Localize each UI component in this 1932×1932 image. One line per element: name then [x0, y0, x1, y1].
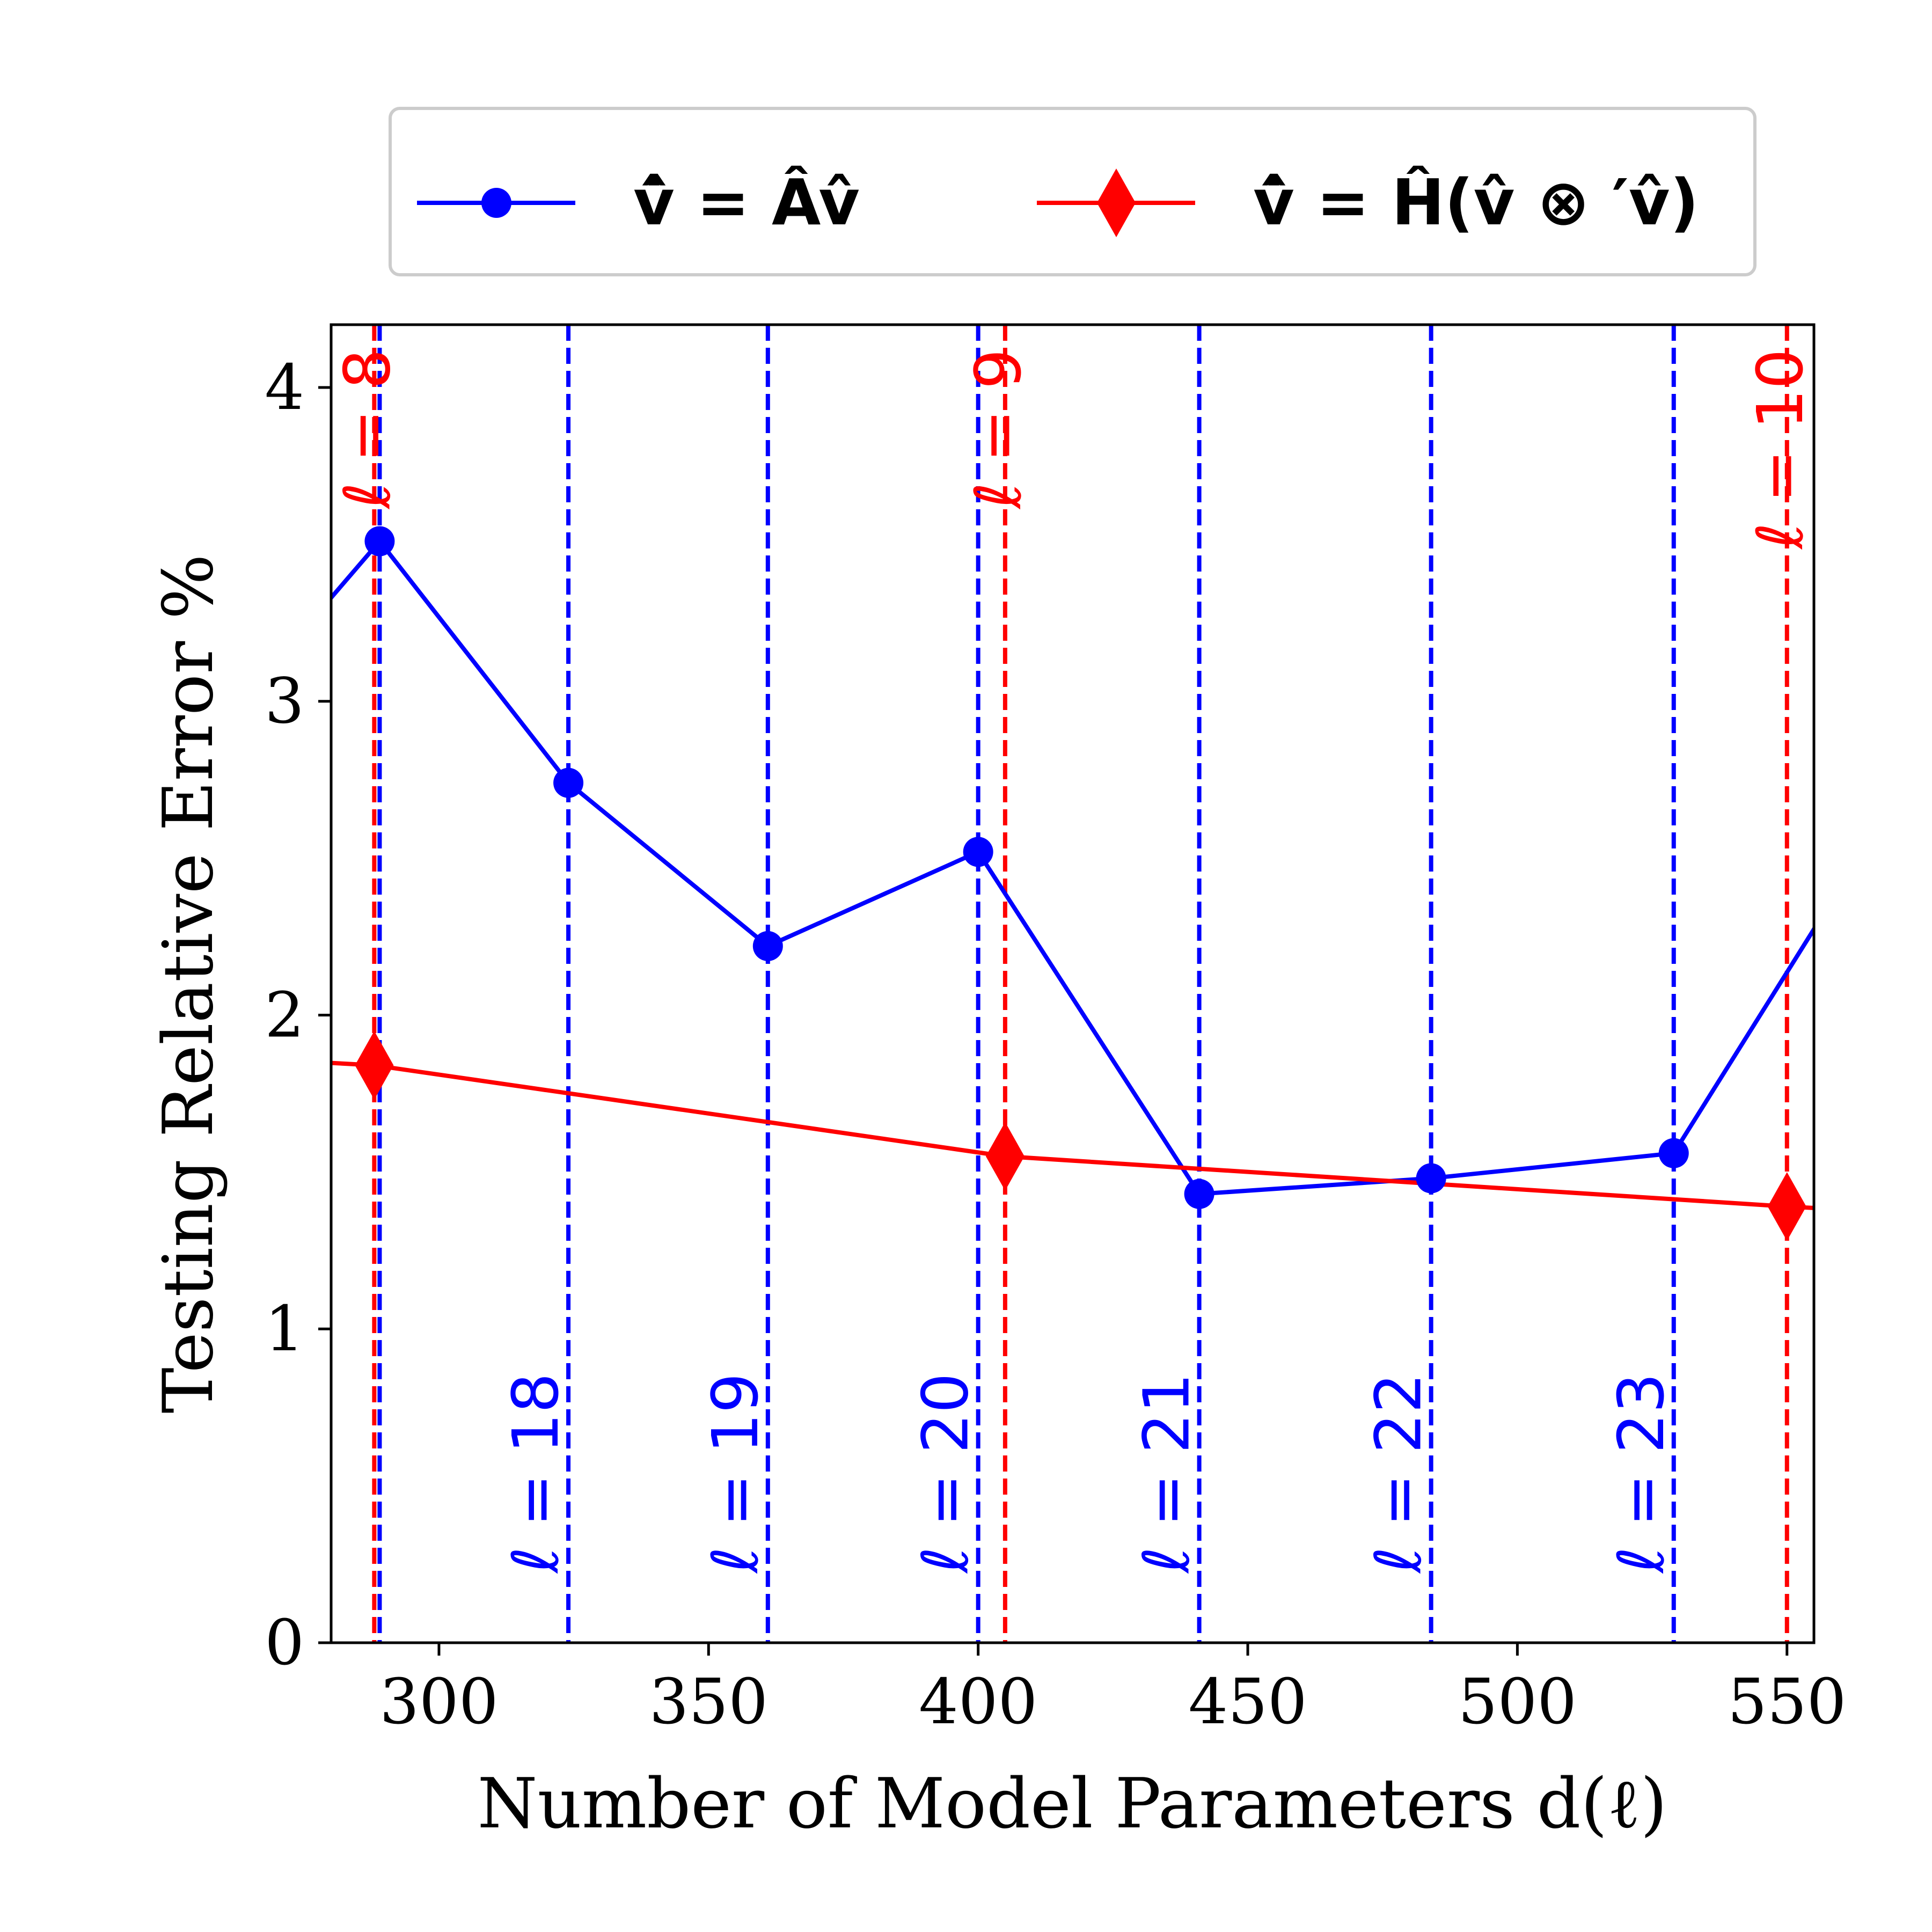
x-tick-label: 450 [1188, 1666, 1307, 1738]
point-circle [1658, 1138, 1689, 1168]
vline-label: ℓ = 23 [1604, 1373, 1678, 1574]
y-tick-label: 3 [265, 665, 304, 738]
vline-label: ℓ = 18 [499, 1373, 573, 1574]
vline-label: ℓ = 22 [1362, 1373, 1436, 1574]
vline-label: ℓ = 9 [961, 349, 1035, 510]
y-tick-label: 0 [265, 1607, 304, 1679]
point-circle [1416, 1163, 1446, 1194]
legend-label-linear: v̇̂ = Âv̂ [633, 165, 860, 239]
vline-label: ℓ = 8 [330, 349, 404, 510]
y-tick-label: 4 [265, 352, 304, 424]
legend-marker-circle [481, 188, 511, 218]
legend-entry-linear: v̇̂ = Âv̂ [417, 165, 860, 239]
x-tick-label: 350 [649, 1666, 768, 1738]
y-tick-label: 1 [265, 1293, 304, 1365]
legend-label-quadratic: v̇̂ = Ĥ(v̂ ⊗ ′v̂) [1253, 165, 1699, 239]
x-tick-label: 300 [379, 1666, 498, 1738]
x-tick-label: 550 [1728, 1666, 1846, 1738]
vertical-line-labels: ℓ = 8 ℓ = 9 ℓ = 10 ℓ = 18 ℓ = 19 ℓ = 20 ℓ = 21… [330, 349, 1817, 1574]
point-diamond [355, 1031, 394, 1100]
y-axis-title: Testing Relative Error % [149, 554, 229, 1413]
y-tick-label: 2 [265, 979, 304, 1051]
series-markers [355, 526, 1806, 1241]
axis-ticks: 300 350 400 450 500 550 0 1 2 3 4 [265, 352, 1846, 1738]
point-diamond [1767, 1172, 1806, 1241]
vline-label: ℓ = 19 [698, 1373, 772, 1574]
point-circle [752, 931, 783, 961]
plot-frame [330, 323, 1816, 1644]
x-axis-title: Number of Model Parameters d(ℓ) [477, 1764, 1667, 1844]
legend-frame [389, 107, 1757, 276]
legend-marker-diamond [1097, 169, 1136, 237]
point-circle [553, 767, 584, 798]
x-tick-label: 500 [1458, 1666, 1577, 1738]
x-tick-label: 400 [919, 1666, 1037, 1738]
point-diamond [985, 1122, 1024, 1191]
legend: v̇̂ = Âv̂ v̇̂ = Ĥ(v̂ ⊗ ′v̂) [389, 107, 1757, 276]
vline-label: ℓ = 20 [909, 1373, 983, 1574]
point-circle [1184, 1179, 1214, 1209]
vline-label: ℓ = 21 [1130, 1373, 1204, 1574]
point-circle [963, 837, 993, 867]
point-circle [364, 526, 395, 557]
vline-label: ℓ = 10 [1743, 349, 1817, 550]
legend-entry-quadratic: v̇̂ = Ĥ(v̂ ⊗ ′v̂) [1037, 165, 1699, 239]
